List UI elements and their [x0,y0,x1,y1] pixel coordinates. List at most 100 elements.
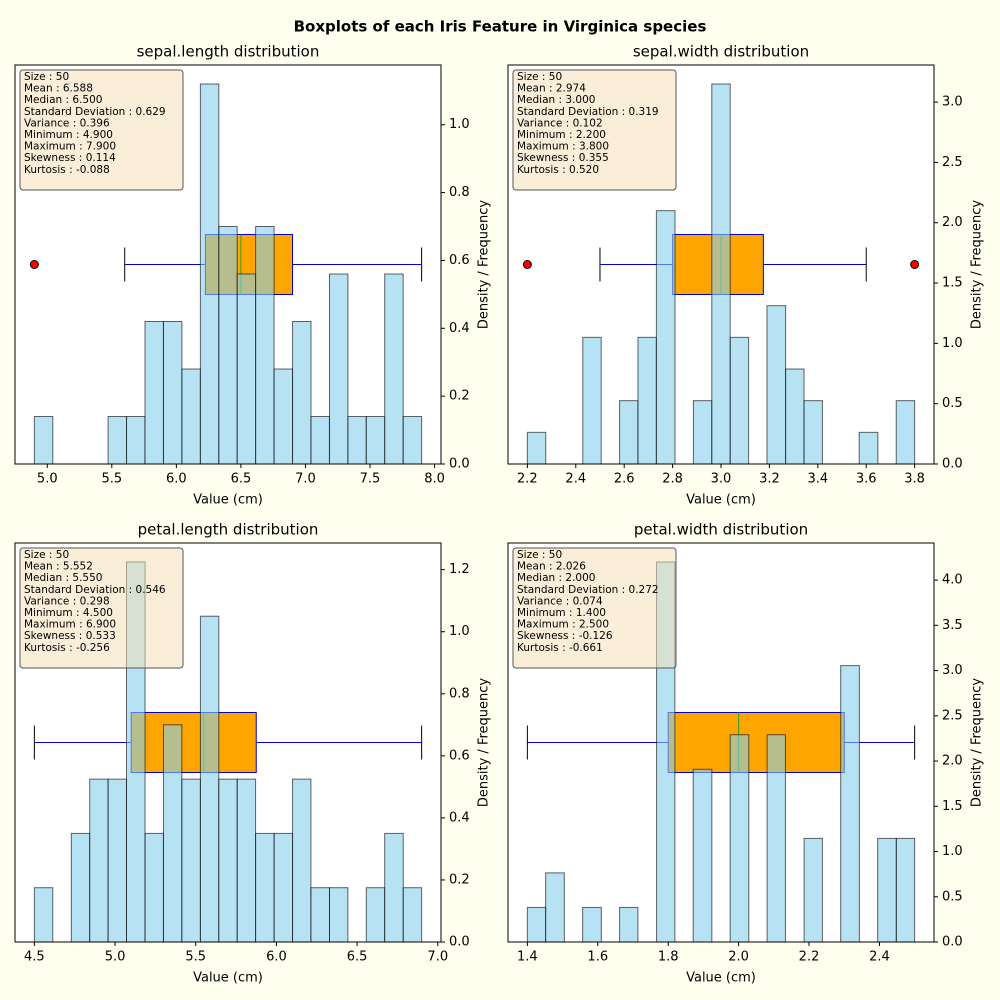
histogram-bar [199,615,220,943]
stats-line: Maximum : 7.900 [24,141,116,153]
axes-title: sepal.length distribution [137,43,320,61]
histogram-bar [107,416,128,465]
x-tick-label: 5.5 [185,950,206,965]
y-tick-label: 0.8 [449,686,470,701]
histogram-bar [70,832,91,943]
histogram-bar [785,368,805,465]
y-tick-label: 1.0 [942,336,963,351]
x-axis-label: Value (cm) [686,493,756,508]
histogram-bar [619,400,639,465]
box [130,712,257,773]
stats-line: Size : 50 [24,71,69,83]
y-tick-label: 0.4 [449,321,470,336]
histogram-bar [637,336,657,465]
x-tick-label: 3.6 [856,472,877,487]
histogram-bar [126,416,146,465]
stats-line: Skewness : -0.126 [517,630,613,642]
histogram-bar [236,273,257,465]
y-tick-label: 4.0 [942,573,963,588]
y-tick-label: 0.8 [449,185,470,200]
histogram-bar [310,416,330,465]
histogram-bar [181,368,201,465]
histogram-bar [236,778,257,943]
histogram-bar [255,226,275,465]
stats-line: Variance : 0.298 [24,595,110,607]
stats-line: Standard Deviation : 0.546 [24,584,166,596]
x-tick-label: 6.0 [166,472,187,487]
x-tick-label: 2.4 [869,950,890,965]
histogram-bar [655,210,676,465]
histogram-bar [162,321,183,465]
histogram-bar [162,724,183,943]
y-tick-label: 3.5 [942,618,963,633]
histogram-bar [144,321,164,465]
histogram-bar [89,778,109,943]
y-tick-label: 2.5 [942,155,963,170]
stats-line: Maximum : 6.900 [24,619,116,631]
y-tick-label: 0.2 [449,872,470,887]
x-tick-label: 1.6 [587,950,608,965]
histogram-bar [526,431,547,465]
histogram-bar [895,400,916,465]
stats-line: Skewness : 0.355 [517,152,609,164]
x-tick-label: 5.0 [105,950,126,965]
histogram-bar [729,336,750,465]
stats-line: Median : 6.500 [24,94,102,106]
histogram-bar [895,837,916,943]
stats-line: Minimum : 1.400 [517,607,606,619]
axes-title: petal.width distribution [634,521,808,539]
y-tick-label: 0.0 [942,457,963,472]
x-tick-label: 2.4 [565,472,586,487]
y-tick-label: 0.2 [449,389,470,404]
histogram-bar [766,734,786,943]
stats-line: Size : 50 [517,549,562,561]
x-tick-label: 8.0 [424,472,445,487]
y-tick-label: 1.5 [942,276,963,291]
stats-line: Variance : 0.396 [24,117,110,129]
y-tick-label: 0.0 [449,935,470,950]
histogram-bar [144,832,164,943]
stats-line: Minimum : 4.900 [24,129,113,141]
axes-title: petal.length distribution [138,521,319,539]
stats-line: Variance : 0.074 [517,595,603,607]
x-tick-label: 1.8 [658,950,679,965]
y-tick-label: 0.5 [942,889,963,904]
histogram-bar [692,400,713,465]
histogram-bar [218,778,238,943]
histogram-bar [33,887,54,943]
y-axis-label: Density / Frequency [970,678,985,808]
histogram-bar [292,778,312,943]
histogram-bar [384,832,404,943]
histogram-bar [328,273,349,465]
y-tick-label: 3.0 [942,95,963,110]
stats-line: Median : 5.550 [24,572,102,584]
y-tick-label: 0.6 [449,253,470,268]
stats-line: Maximum : 2.500 [517,619,609,631]
x-tick-label: 5.0 [37,472,58,487]
y-tick-label: 1.0 [449,117,470,132]
y-axis-label: Density / Frequency [477,200,492,330]
x-tick-label: 3.8 [904,472,925,487]
stats-line: Kurtosis : -0.088 [24,164,110,176]
histogram-bar [273,368,294,465]
histogram-bar [255,832,275,943]
x-tick-label: 7.5 [360,472,381,487]
y-tick-label: 1.5 [942,799,963,814]
y-tick-label: 0.0 [449,457,470,472]
x-tick-label: 3.4 [807,472,828,487]
stats-line: Mean : 5.552 [24,561,93,573]
histogram-bar [199,83,220,465]
stats-line: Mean : 6.588 [24,83,93,95]
histogram-bar [582,336,602,465]
axes-frame [507,542,935,943]
stats-line: Maximum : 3.800 [517,141,609,153]
stats-line: Standard Deviation : 0.272 [517,584,659,596]
stats-box [19,69,184,191]
x-tick-label: 6.5 [347,950,368,965]
y-tick-label: 1.2 [449,562,470,577]
x-tick-label: 1.4 [517,950,538,965]
y-tick-label: 2.0 [942,215,963,230]
histogram-bar [803,400,823,465]
histogram-bar [107,778,128,943]
